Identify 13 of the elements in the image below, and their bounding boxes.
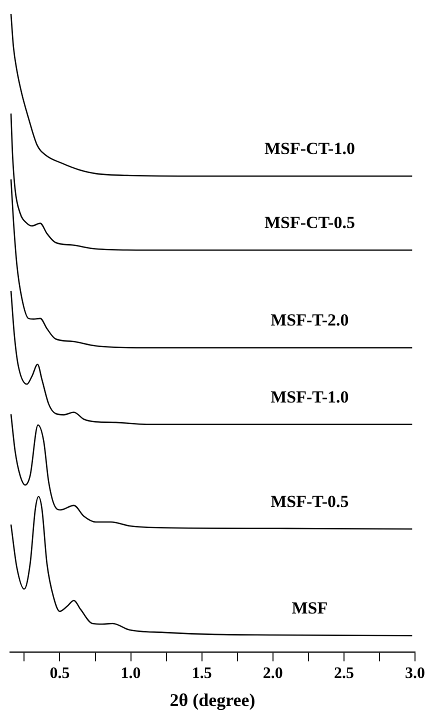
series-label: MSF-T-2.0 bbox=[270, 310, 349, 330]
x-axis-title: 2θ (degree) bbox=[170, 690, 256, 710]
series-label: MSF-T-0.5 bbox=[270, 492, 349, 511]
x-tick-label: 0.5 bbox=[50, 664, 70, 682]
x-tick-label: 1.0 bbox=[120, 664, 141, 682]
x-tick-label: 2.5 bbox=[334, 664, 354, 682]
series-label: MSF-CT-1.0 bbox=[264, 138, 355, 158]
x-tick-label: 2.0 bbox=[262, 664, 283, 682]
series-label: MSF-T-1.0 bbox=[270, 387, 349, 406]
series-label: MSF bbox=[292, 598, 328, 618]
x-tick-label: 1.5 bbox=[192, 664, 212, 682]
series-label: MSF-CT-0.5 bbox=[264, 213, 355, 232]
x-tick-label: 3.0 bbox=[405, 664, 425, 682]
